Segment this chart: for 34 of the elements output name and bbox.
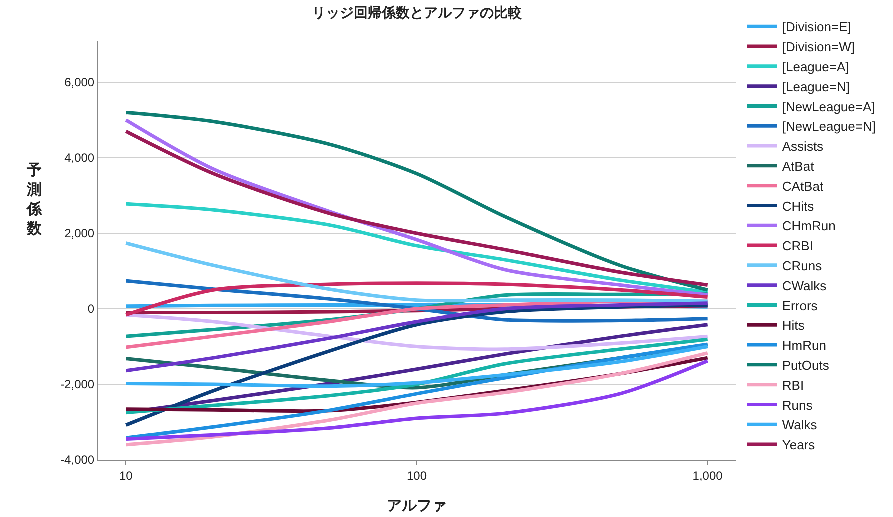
legend-label: Runs	[782, 398, 814, 413]
legend-label: [Division=W]	[782, 40, 855, 55]
legend-label: Errors	[782, 298, 818, 314]
chart-title: リッジ回帰係数とアルファの比較	[312, 4, 523, 21]
legend-label: CHmRun	[782, 218, 836, 234]
legend-label: Hits	[782, 318, 806, 334]
legend-label: CRBI	[782, 238, 814, 254]
y-tick-label: 6,000	[64, 76, 95, 90]
x-tick-label: 100	[406, 468, 428, 483]
legend-label: RBI	[782, 378, 804, 393]
y-tick-label: -2,000	[60, 378, 95, 392]
legend-label: Assists	[782, 139, 824, 154]
y-tick-label: 4,000	[64, 151, 95, 166]
y-axis-title: 予測係数	[26, 162, 43, 238]
y-tick-label: 2,000	[64, 226, 95, 241]
legend-label: [NewLeague=A]	[782, 99, 876, 114]
x-tick-label: 1,000	[692, 468, 724, 483]
legend-label: CAtBat	[782, 178, 824, 194]
legend-label: [NewLeague=N]	[782, 119, 876, 134]
legend-label: PutOuts	[782, 358, 830, 373]
legend-label: [League=A]	[782, 59, 850, 74]
legend-label: [Division=E]	[782, 20, 852, 35]
legend-label: Years	[782, 438, 816, 453]
legend-label: [League=N]	[782, 79, 850, 94]
legend-label: CWalks	[782, 278, 828, 294]
legend-label: AtBat	[782, 158, 815, 174]
y-tick-label: -4,000	[60, 453, 95, 468]
legend-label: CHits	[782, 198, 815, 214]
legend-label: HmRun	[782, 338, 826, 354]
legend-label: Walks	[782, 418, 818, 433]
x-tick-label: 10	[120, 468, 134, 483]
x-axis-title: アルファ	[387, 498, 447, 515]
y-tick-label: 0	[88, 302, 95, 316]
legend-label: CRuns	[782, 258, 823, 274]
